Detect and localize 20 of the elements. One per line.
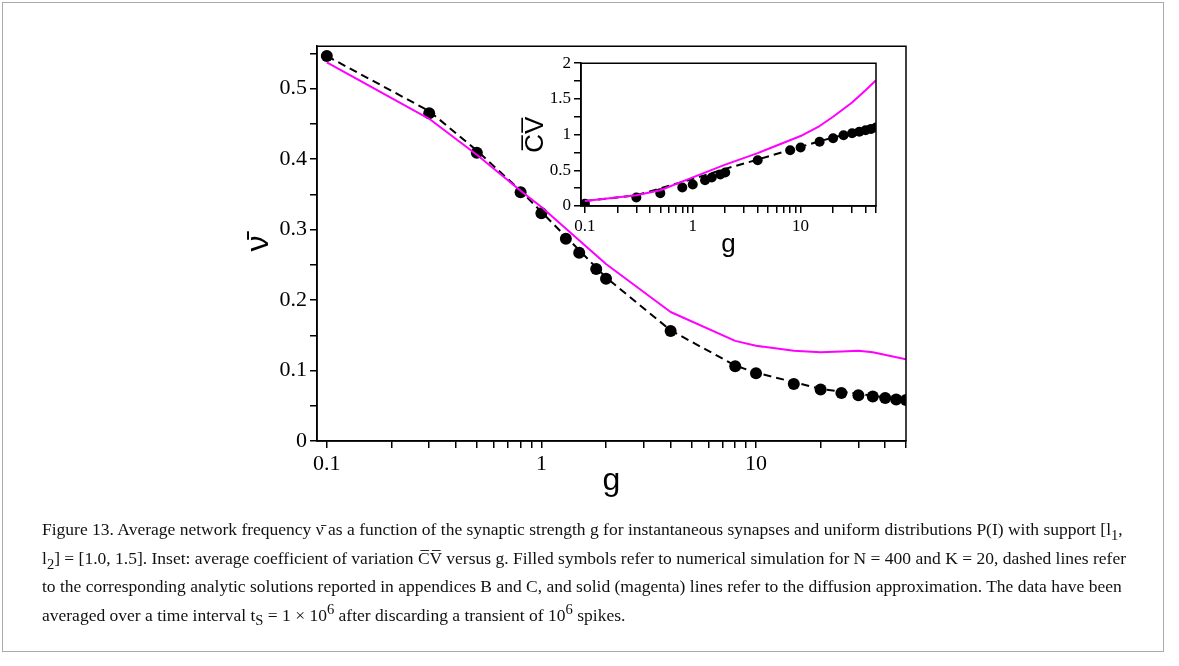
- y-axis-title: C̅V̅: [518, 115, 549, 153]
- x-axis-title: g: [602, 460, 621, 497]
- x-tick-label: 1: [688, 215, 698, 235]
- text: Figure 13. Average network frequency ν̄ as a function of the synaptic strength g for instantaneous synapses and uniform distributions P(I) with support [l$_{1}$, l$_{2}$] = [1.0, 1.5]. Inset: average coefficient of variation C̅V̅ versus g. Filled symbols refer to numerical simulation for N = 400 and K = 20, dashed lines refer to the corresponding analytic solutions reported in appendices B and C, and solid (magenta) lines refer to the diffusion approximation. The data have been averaged over a time interval t$_{S}$ = 1 × 10$^{6}$ after discarding a transient of 10$^{6}$ spikes.: [42, 519, 1127, 629]
- x-tick-label: 10: [745, 449, 768, 475]
- y-tick-label: 0.1: [279, 356, 307, 382]
- x-tick-label: 0.1: [313, 449, 341, 475]
- y-tick-label: 0.5: [279, 74, 307, 100]
- y-tick-label: 0.4: [279, 144, 307, 170]
- x-axis-title: g: [721, 227, 736, 258]
- y-tick-label: 0.2: [279, 285, 307, 311]
- y-tick-label: 0: [562, 195, 571, 215]
- y-tick-label: 0: [296, 426, 307, 452]
- y-axis-title: ν̄: [239, 230, 276, 252]
- y-tick-label: 2: [562, 52, 571, 72]
- x-tick-label: 10: [792, 215, 810, 235]
- y-tick-label: 1.5: [549, 88, 571, 108]
- y-tick-label: 0.3: [279, 215, 307, 241]
- y-tick-label: 0.5: [549, 159, 571, 179]
- y-tick-label: 1: [562, 124, 571, 144]
